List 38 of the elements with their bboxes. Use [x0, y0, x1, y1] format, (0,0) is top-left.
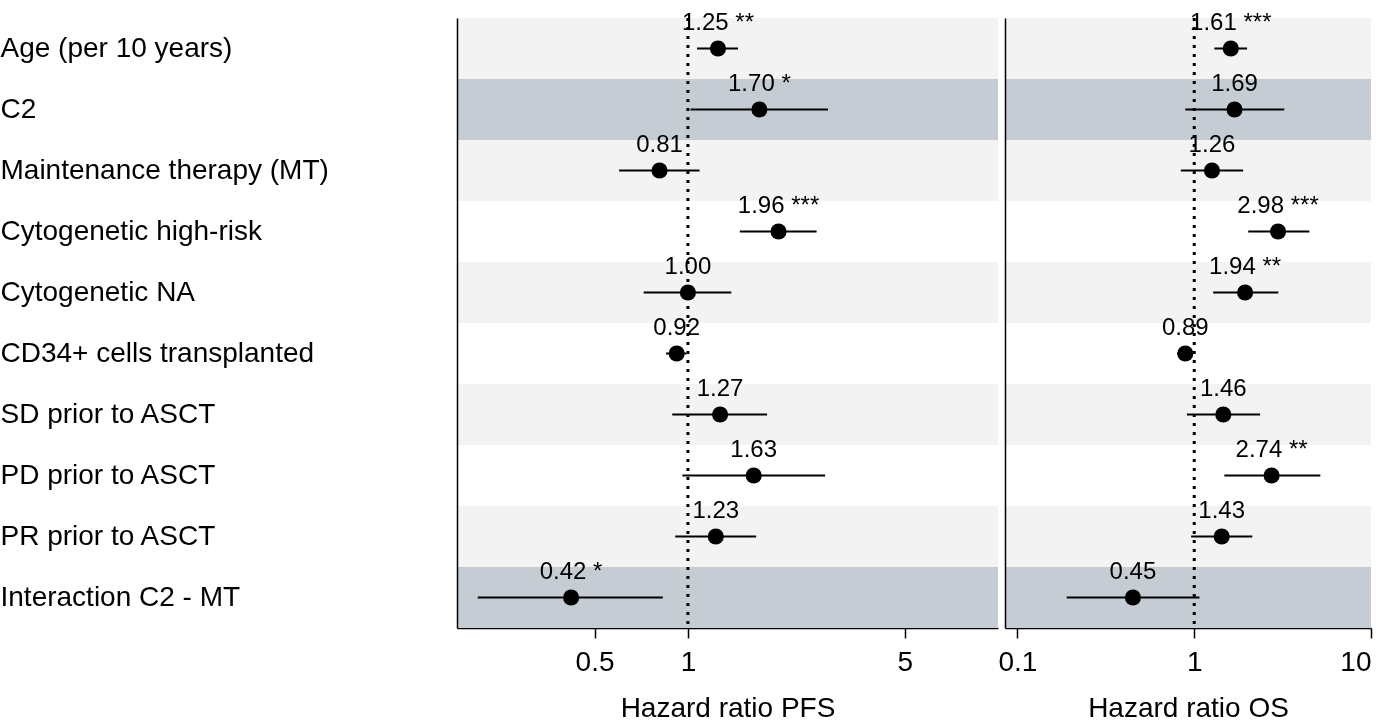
data-label: 1.70 *	[728, 68, 791, 96]
y-tick-label: Maintenance therapy (MT)	[0, 153, 329, 185]
data-label: 0.42 *	[539, 556, 603, 584]
y-tick-label: Cytogenetic high-risk	[0, 214, 263, 246]
y-tick-label: C2	[0, 92, 37, 124]
data-label: 1.46	[1199, 373, 1247, 401]
y-tick-label: PD prior to ASCT	[0, 458, 216, 490]
data-label: 2.74 **	[1235, 434, 1308, 462]
x-tick-label: 0.5	[575, 645, 615, 677]
data-label: 1.69	[1211, 68, 1258, 96]
y-tick-label: SD prior to ASCT	[0, 397, 216, 429]
data-label: 1.26	[1188, 129, 1236, 157]
y-tick-label: Interaction C2 - MT	[0, 580, 241, 612]
data-label: 1.25 **	[681, 7, 754, 35]
y-tick-label: CD34+ cells transplanted	[0, 336, 315, 368]
x-tick-label: 10	[1340, 645, 1372, 677]
data-label: 1.63	[730, 434, 778, 462]
y-tick-label: Age (per 10 years)	[0, 31, 233, 63]
y-tick-label: PR prior to ASCT	[0, 519, 216, 551]
x-tick-label: 0.1	[998, 645, 1038, 677]
y-tick-label: Cytogenetic NA	[0, 275, 196, 307]
data-label: 0.89	[1161, 312, 1209, 340]
data-label: 1.00	[664, 251, 712, 279]
data-label: 0.81	[636, 129, 683, 157]
x-axis-title: Hazard ratio OS	[1088, 691, 1289, 720]
data-label: 1.96 ***	[737, 190, 820, 218]
data-label: 1.23	[692, 495, 740, 523]
x-axis-title: Hazard ratio PFS	[620, 691, 836, 720]
x-tick-label: 1	[680, 645, 697, 677]
data-label: 1.43	[1198, 495, 1246, 523]
x-tick-label: 5	[897, 645, 913, 677]
data-label: 1.27	[696, 373, 744, 401]
data-label: 2.98 ***	[1237, 190, 1319, 218]
data-label: 1.61 ***	[1190, 7, 1272, 35]
data-label: 0.45	[1109, 556, 1157, 584]
data-label: 1.94 **	[1209, 251, 1282, 279]
data-label: 0.92	[653, 312, 701, 340]
x-tick-label: 1	[1186, 645, 1203, 677]
